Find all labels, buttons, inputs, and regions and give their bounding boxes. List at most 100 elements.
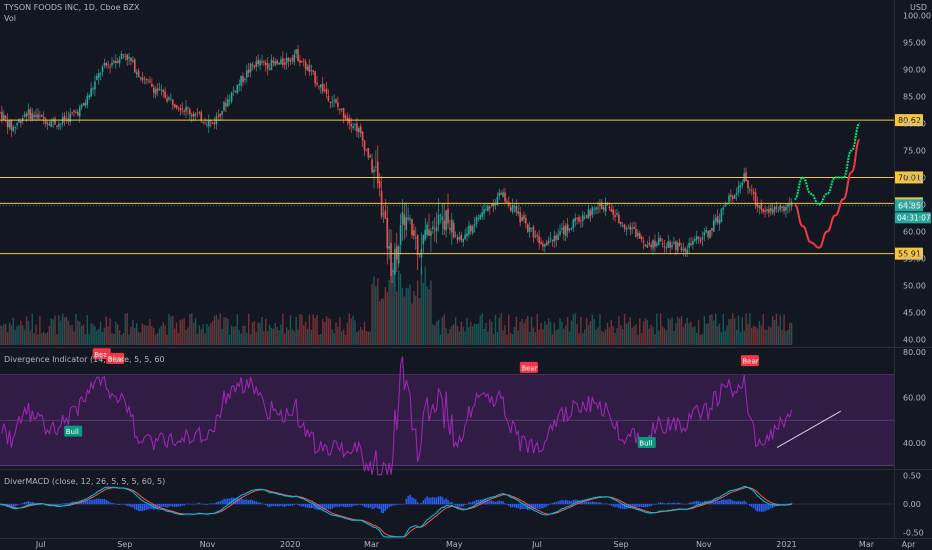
candle-body — [447, 208, 449, 224]
candle-body — [371, 159, 373, 173]
macd-histogram-bar — [631, 504, 633, 508]
macd-histogram-bar — [534, 504, 537, 510]
macd-histogram-bar — [272, 504, 275, 507]
candle-body — [591, 207, 594, 215]
candle-body — [23, 114, 26, 117]
volume-bar — [96, 330, 98, 345]
macd-histogram-bar — [532, 504, 535, 510]
macd-histogram-bar — [329, 504, 332, 510]
macd-histogram-bar — [177, 504, 180, 507]
macd-histogram-bar — [758, 504, 761, 512]
macd-histogram-bar — [616, 504, 618, 508]
candle-body — [451, 219, 453, 233]
macd-histogram-bar — [492, 501, 495, 505]
candle-body — [137, 70, 140, 77]
candle-body — [194, 114, 197, 116]
candle-body — [509, 207, 512, 211]
macd-histogram-bar — [475, 499, 478, 505]
volume-bar — [652, 327, 654, 345]
volume-bar — [342, 329, 345, 345]
candle-body — [629, 226, 632, 231]
macd-histogram-bar — [287, 504, 290, 506]
macd-histogram-bar — [618, 504, 620, 509]
volume-bar — [325, 316, 328, 345]
candle-body — [213, 122, 216, 124]
volume-bar — [359, 326, 362, 345]
macd-histogram-bar — [86, 500, 89, 505]
volume-bar — [388, 280, 390, 345]
candle-body — [559, 231, 561, 235]
candle-body — [344, 115, 347, 120]
macd-histogram-bar — [56, 504, 58, 506]
volume-bar — [84, 334, 87, 345]
volume-bar — [637, 334, 639, 345]
volume-bar — [42, 331, 45, 345]
volume-bar — [266, 331, 269, 345]
macd-histogram-bar — [462, 504, 464, 507]
volume-bar — [41, 333, 43, 345]
volume-bar — [525, 318, 527, 345]
candle-body — [752, 191, 755, 194]
macd-histogram-bar — [151, 504, 153, 510]
volume-bar — [745, 313, 747, 345]
candle-body — [4, 116, 7, 119]
candle-body — [227, 99, 229, 107]
macd-histogram-bar — [14, 504, 16, 507]
volume-bar — [789, 322, 791, 345]
macd-histogram-bar — [610, 504, 612, 506]
macd-histogram-bar — [718, 500, 721, 505]
macd-histogram-bar — [696, 500, 698, 505]
candle-body — [65, 118, 68, 120]
volume-bar — [240, 333, 242, 345]
macd-histogram-bar — [356, 504, 358, 506]
macd-histogram-bar — [63, 503, 66, 505]
candle-body — [621, 225, 624, 227]
candle-body — [534, 235, 537, 237]
macd-histogram-bar — [229, 498, 231, 505]
macd-histogram-bar — [238, 498, 240, 505]
candle-body — [152, 87, 155, 93]
candle-body — [769, 207, 772, 212]
macd-histogram-bar — [648, 504, 650, 507]
volume-bar — [705, 323, 707, 345]
volume-bar — [771, 316, 774, 345]
macd-histogram-bar — [16, 504, 18, 506]
candle-body — [162, 89, 165, 92]
volume-bar — [213, 315, 216, 345]
macd-histogram-bar — [65, 502, 68, 505]
macd-histogram-bar — [768, 504, 770, 510]
macd-title[interactable]: DiverMACD (close, 12, 26, 5, 5, 5, 60, 5… — [4, 477, 166, 486]
candle-body — [56, 126, 58, 127]
candle-body — [515, 206, 518, 213]
candle-body — [657, 237, 660, 245]
candle-body — [373, 169, 375, 173]
volume-bar — [612, 325, 614, 345]
candle-body — [291, 57, 294, 61]
macd-histogram-bar — [542, 504, 544, 509]
candle-body — [466, 233, 468, 237]
volume-bar — [154, 334, 157, 345]
candle-body — [646, 245, 649, 248]
volume-bar — [46, 331, 49, 345]
symbol-title[interactable]: TYSON FOODS INC, 1D, Cboe BZX — [4, 3, 140, 12]
candle-body — [492, 202, 495, 207]
macd-histogram-bar — [303, 504, 305, 507]
macd-histogram-bar — [341, 504, 343, 507]
macd-histogram-bar — [411, 496, 413, 505]
volume-bar — [498, 317, 500, 345]
macd-histogram-bar — [247, 500, 250, 505]
macd-histogram-bar — [126, 504, 128, 507]
macd-histogram-bar — [701, 501, 704, 505]
macd-histogram-bar — [310, 504, 313, 509]
candle-body — [63, 115, 66, 121]
time-axis-label: Sep — [614, 540, 629, 549]
macd-histogram-bar — [521, 504, 523, 510]
macd-histogram-bar — [261, 503, 263, 505]
volume-bar — [519, 321, 521, 345]
divergence-indicator-title[interactable]: Divergence Indicator (14, close, 5, 5, 6… — [4, 355, 165, 364]
